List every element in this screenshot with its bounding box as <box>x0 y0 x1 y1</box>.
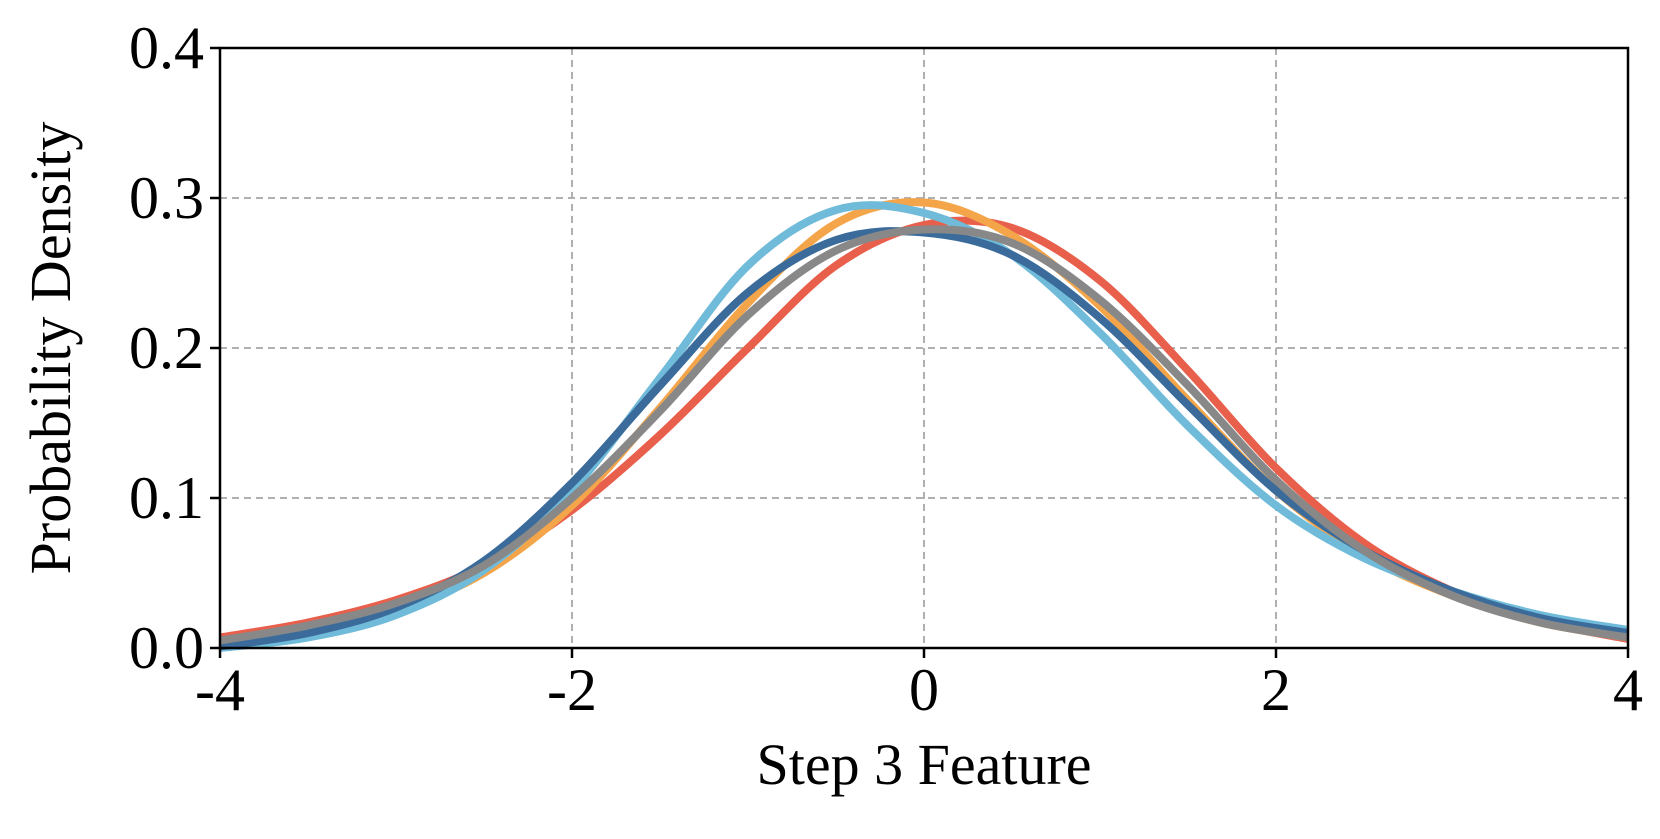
x-axis-label: Step 3 Feature <box>756 732 1091 797</box>
y-tick-label: 0.2 <box>129 315 204 381</box>
y-tick-label: 0.0 <box>129 615 204 681</box>
x-tick-label: 4 <box>1613 657 1643 723</box>
grid <box>220 48 1628 648</box>
ticks: -4 -2 0 2 4 0.0 0.1 0.2 0.3 0.4 <box>129 15 1643 723</box>
y-axis-label: Probability Density <box>18 122 83 575</box>
lines <box>219 198 1629 652</box>
density-line <box>219 201 1629 652</box>
y-tick-label: 0.4 <box>129 15 204 81</box>
density-line <box>219 225 1629 645</box>
x-tick-label: -4 <box>195 657 245 723</box>
x-tick-label: -2 <box>547 657 597 723</box>
x-tick-label: 0 <box>909 657 939 723</box>
y-tick-label: 0.1 <box>129 465 204 531</box>
x-tick-label: 2 <box>1261 657 1291 723</box>
y-tick-label: 0.3 <box>129 165 204 231</box>
